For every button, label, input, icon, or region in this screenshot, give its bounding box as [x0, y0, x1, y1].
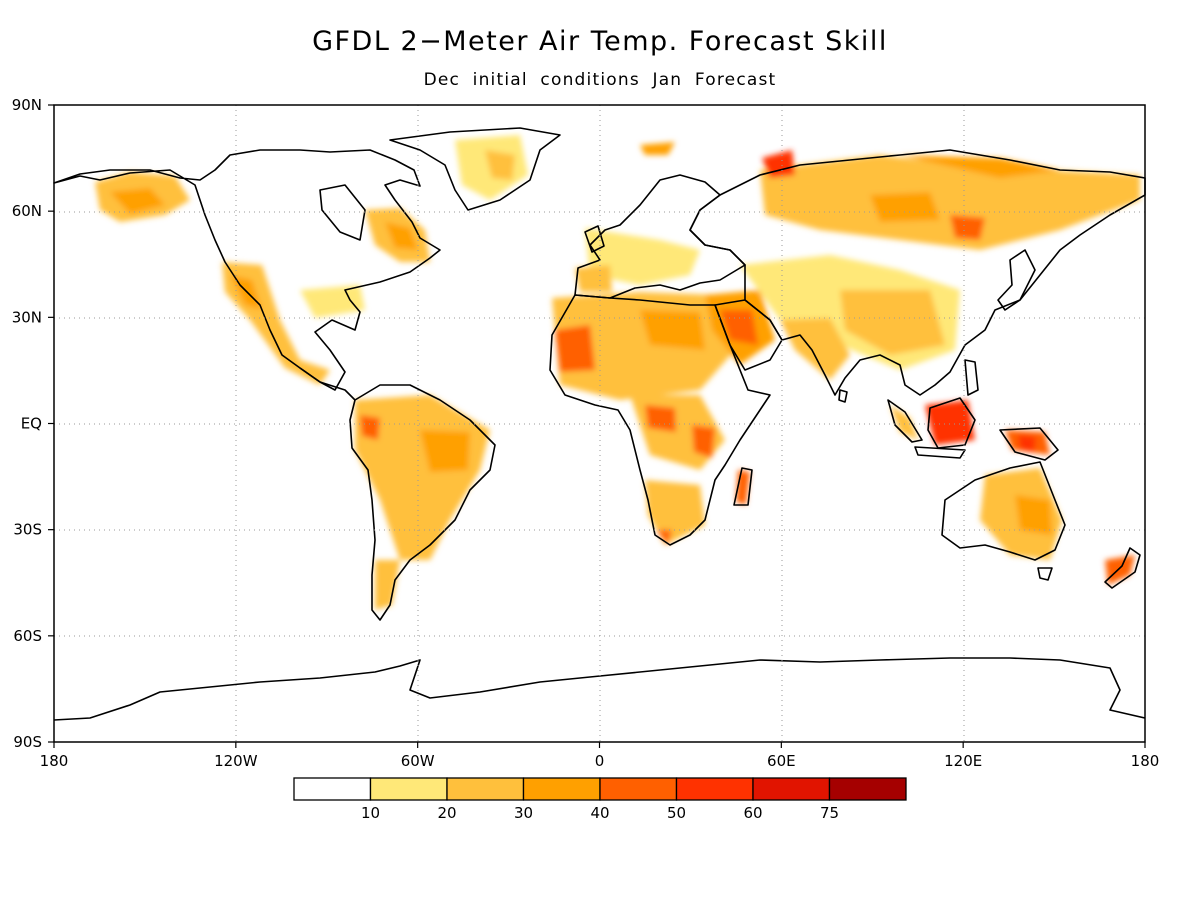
coast-sri-lanka [838, 389, 848, 403]
lon-tick-label: 60W [401, 752, 435, 770]
shade-siberia [760, 155, 1140, 250]
colorbar-swatch [369, 777, 448, 801]
shade-india [780, 318, 850, 380]
chart-subtitle: Dec initial conditions Jan Forecast [423, 70, 777, 90]
shade-europe [585, 228, 700, 285]
coast-japan [997, 249, 1036, 311]
coast-antarctica [53, 657, 1146, 721]
colorbar-label: 20 [437, 804, 456, 822]
colorbar-label: 60 [743, 804, 762, 822]
shade-sahara-core1 [555, 325, 595, 372]
shade-siberia-core2 [950, 215, 985, 240]
colorbar-swatch [522, 777, 601, 801]
colorbar-label: 10 [361, 804, 380, 822]
shade-sumatra [890, 405, 918, 440]
lat-tick-label: EQ [21, 415, 42, 433]
shade-china [840, 290, 945, 355]
shade-australia-core [1015, 495, 1052, 535]
lon-tick-label: 120E [944, 752, 982, 770]
coast-tasmania [1037, 567, 1053, 581]
shade-arabia-core [720, 310, 758, 345]
colorbar-swatch [599, 777, 678, 801]
colorbar-swatch [446, 777, 525, 801]
shade-east-africa-core [692, 425, 715, 458]
skill-shading [95, 135, 1140, 610]
coast-madagascar [733, 467, 753, 506]
shade-borneo [925, 400, 975, 445]
chart-title: GFDL 2−Meter Air Temp. Forecast Skill [312, 26, 888, 57]
coast-asia [689, 149, 1146, 396]
shade-alaska-core [110, 188, 165, 214]
shade-patagonia [375, 560, 400, 610]
shade-west-usa-core [230, 275, 262, 310]
shade-south-africa [645, 480, 705, 545]
coast-sumatra [887, 399, 923, 443]
colorbar-swatch [293, 777, 372, 801]
coast-africa [549, 294, 771, 546]
colorbar-label: 75 [820, 804, 839, 822]
lon-tick-label: 180 [40, 752, 69, 770]
colorbar: 10 20 30 40 50 60 75 [293, 777, 907, 822]
lon-tick-label: 60E [767, 752, 796, 770]
coast-north-america [53, 149, 441, 391]
colorbar-swatch [828, 777, 907, 801]
shade-siberia-core1 [870, 192, 940, 222]
lat-tick-label: 60S [13, 627, 42, 645]
lat-tick-label: 90S [13, 733, 42, 751]
gridlines [54, 105, 1145, 742]
shade-arctic-coast [900, 155, 1060, 178]
shade-amazon-core1 [360, 415, 380, 440]
shade-quebec-core [385, 222, 418, 250]
lon-tick-label: 0 [595, 752, 605, 770]
shade-congo-core [645, 405, 676, 432]
coast-hudson-bay [319, 184, 366, 241]
shade-new-guinea-core [1018, 435, 1036, 452]
shade-cape-core [656, 530, 672, 545]
colorbar-swatch [752, 777, 831, 801]
colorbar-label: 30 [514, 804, 533, 822]
coast-java [914, 446, 966, 459]
shade-sahara-core2 [640, 310, 705, 350]
coast-britain [584, 225, 605, 253]
colorbar-swatch [675, 777, 754, 801]
lat-tick-label: 60N [12, 202, 42, 220]
coast-philippines [964, 359, 979, 396]
coast-south-america [349, 384, 496, 621]
coast-new-guinea [999, 427, 1059, 461]
shade-iberia [575, 265, 612, 292]
lat-tick-label: 30N [12, 308, 42, 326]
shade-amazon-core2 [420, 430, 470, 472]
lon-tick-label: 180 [1131, 752, 1160, 770]
shade-greenland-core [485, 150, 515, 180]
shade-scandinavia [640, 142, 675, 155]
coast-greenland [389, 127, 561, 211]
lat-tick-label: 30S [13, 521, 42, 539]
coast-borneo [927, 397, 976, 449]
shade-central-usa [300, 285, 365, 318]
lat-tick-label: 90N [12, 96, 42, 114]
coast-central-america [299, 367, 356, 401]
colorbar-label: 50 [667, 804, 686, 822]
colorbar-label: 40 [590, 804, 609, 822]
lon-tick-label: 120W [214, 752, 258, 770]
coast-australia [941, 461, 1066, 561]
shade-novaya [762, 150, 795, 178]
coast-new-zealand [1104, 547, 1141, 589]
shade-new-zealand [1105, 555, 1135, 585]
